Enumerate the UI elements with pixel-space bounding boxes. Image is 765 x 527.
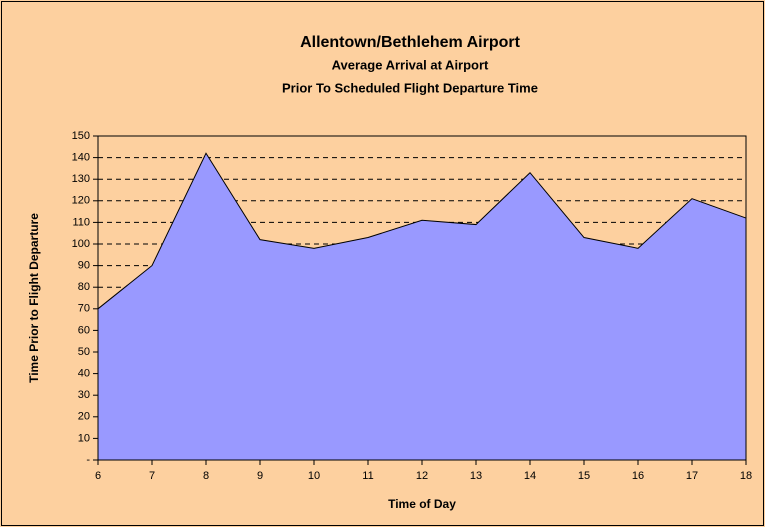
y-axis-label: Time Prior to Flight Departure [27,213,41,383]
y-tick-label: 60 [78,324,90,336]
y-tick-label: 150 [72,130,90,142]
y-tick-label: 80 [78,281,90,293]
x-tick-label: 10 [308,470,320,482]
y-tick-label: 70 [78,303,90,315]
x-tick-label: 6 [95,470,101,482]
y-tick-label: 10 [78,432,90,444]
y-tick-label: - [86,454,90,466]
chart-title: Allentown/Bethlehem Airport [300,34,521,51]
x-tick-label: 18 [740,470,752,482]
x-tick-label: 17 [686,470,698,482]
x-tick-label: 7 [149,470,155,482]
x-tick-label: 13 [470,470,482,482]
y-tick-label: 20 [78,411,90,423]
chart-subtitle: Prior To Scheduled Flight Departure Time [282,80,538,95]
y-tick-label: 100 [72,238,90,250]
x-tick-label: 16 [632,470,644,482]
y-tick-label: 140 [72,152,90,164]
area [97,152,747,461]
y-tick-label: 30 [78,389,90,401]
x-tick-label: 12 [416,470,428,482]
chart-subtitle: Average Arrival at Airport [332,57,489,72]
y-tick-label: 90 [78,260,90,272]
y-tick-label: 50 [78,346,90,358]
plot-border [97,135,747,461]
x-tick-label: 15 [578,470,590,482]
y-tick-label: 110 [72,216,90,228]
y-tick-label: 130 [72,173,90,185]
y-tick-label: 120 [72,195,90,207]
x-tick-label: 9 [257,470,263,482]
x-tick-label: 14 [524,470,536,482]
x-tick-label: 11 [362,470,373,482]
y-tick-label: 40 [78,368,90,380]
x-tick-label: 8 [203,470,209,482]
x-axis-label: Time of Day [388,497,456,511]
